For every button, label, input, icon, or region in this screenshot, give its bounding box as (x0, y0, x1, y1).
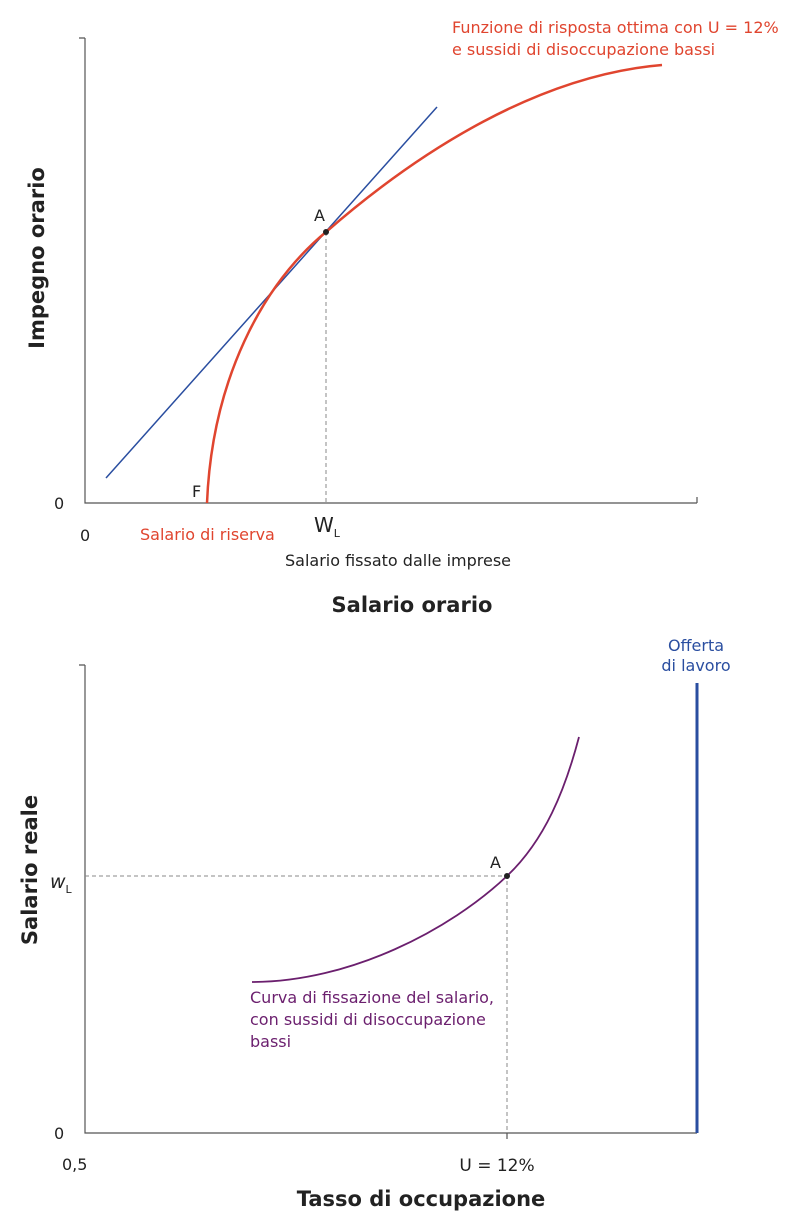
y-axis-title: Salario reale (18, 795, 42, 945)
y-origin: 0 (54, 1124, 64, 1143)
point-label: A (314, 206, 325, 225)
x-axis-title: Salario orario (332, 593, 493, 617)
axes (79, 664, 697, 1139)
point (504, 873, 510, 879)
best-response-curve (205, 63, 663, 504)
wage-main: w (50, 871, 66, 893)
wage-main: W (314, 513, 334, 537)
x-origin: 0,5 (62, 1155, 87, 1174)
wage-mark: wL (50, 871, 73, 896)
point-label: F (192, 482, 201, 501)
curve-label: e sussidi di disoccupazione bassi (452, 40, 715, 59)
y-origin: 0 (54, 494, 64, 513)
firm-wage-label: Salario fissato dalle imprese (285, 551, 511, 570)
unemployment-mark: U = 12% (459, 1156, 534, 1176)
supply-label: di lavoro (661, 656, 730, 675)
reservation-label: Salario di riserva (140, 525, 275, 544)
x-origin: 0 (80, 526, 90, 545)
y-axis-title: Impegno orario (25, 167, 49, 349)
x-axis-title: Tasso di occupazione (297, 1187, 546, 1211)
wage-sub: L (66, 883, 73, 896)
point-label: A (490, 853, 501, 872)
curve-label: Funzione di risposta ottima con U = 12% (452, 18, 779, 37)
curve-label: Curva di fissazione del salario, (250, 988, 494, 1007)
curve-label: con sussidi di disoccupazione (250, 1010, 486, 1029)
wage-mark: WL (314, 513, 341, 540)
axes (79, 37, 698, 504)
supply-label: Offerta (668, 636, 724, 655)
wage-setting-curve (251, 736, 580, 983)
wage-sub: L (334, 527, 341, 540)
curve-label: bassi (250, 1032, 291, 1051)
point (323, 229, 329, 235)
